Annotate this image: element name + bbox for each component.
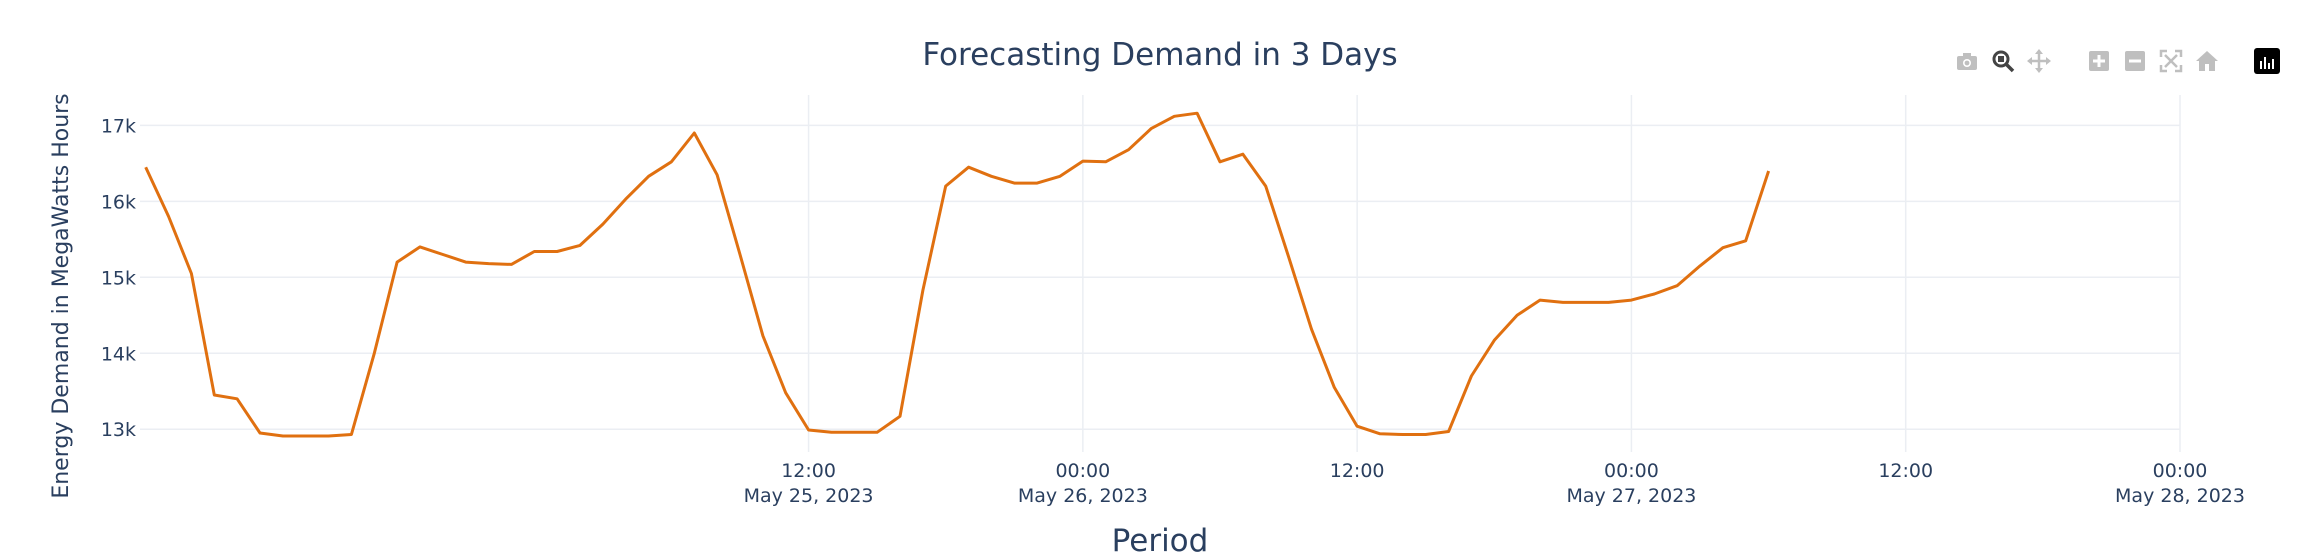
camera-icon[interactable]	[1954, 48, 1980, 74]
x-tick-label: 12:00	[1878, 460, 1933, 482]
y-tick-label: 17k	[101, 115, 136, 137]
x-tick-label: 00:00	[1055, 460, 1110, 482]
y-tick-label: 14k	[101, 343, 136, 365]
x-tick-label: 00:00	[1604, 460, 1659, 482]
grid	[140, 95, 2181, 452]
x-tick-label: 12:00	[781, 460, 836, 482]
y-tick-label: 13k	[101, 419, 136, 441]
x-tick-sublabel: May 25, 2023	[744, 485, 874, 507]
series-line[interactable]	[144, 111, 1771, 438]
zoom-out-icon[interactable]	[2122, 48, 2148, 74]
x-axis-ticks: 12:00 May 25, 2023 00:00 May 26, 2023 12:00 0…	[744, 460, 2245, 507]
chart-title: Forecasting Demand in 3 Days	[922, 37, 1397, 73]
zoom-icon[interactable]	[1990, 48, 2016, 74]
x-tick-sublabel: May 28, 2023	[2115, 485, 2245, 507]
zoom-in-icon[interactable]	[2086, 48, 2112, 74]
modebar	[1954, 48, 2280, 74]
y-tick-label: 16k	[101, 191, 136, 213]
x-tick-label: 00:00	[2153, 460, 2208, 482]
x-tick-label: 12:00	[1330, 460, 1385, 482]
y-axis-ticks: 13k 14k 15k 16k 17k	[101, 115, 136, 441]
reset-axes-icon[interactable]	[2194, 48, 2220, 74]
x-tick-sublabel: May 27, 2023	[1566, 485, 1696, 507]
x-axis-label: Period	[1112, 523, 1209, 559]
plotly-logo-icon[interactable]	[2254, 48, 2280, 74]
x-tick-sublabel: May 26, 2023	[1018, 485, 1148, 507]
autoscale-icon[interactable]	[2158, 48, 2184, 74]
pan-icon[interactable]	[2026, 48, 2052, 74]
y-axis-label: Energy Demand in MegaWatts Hours	[49, 93, 74, 498]
y-tick-label: 15k	[101, 267, 136, 289]
